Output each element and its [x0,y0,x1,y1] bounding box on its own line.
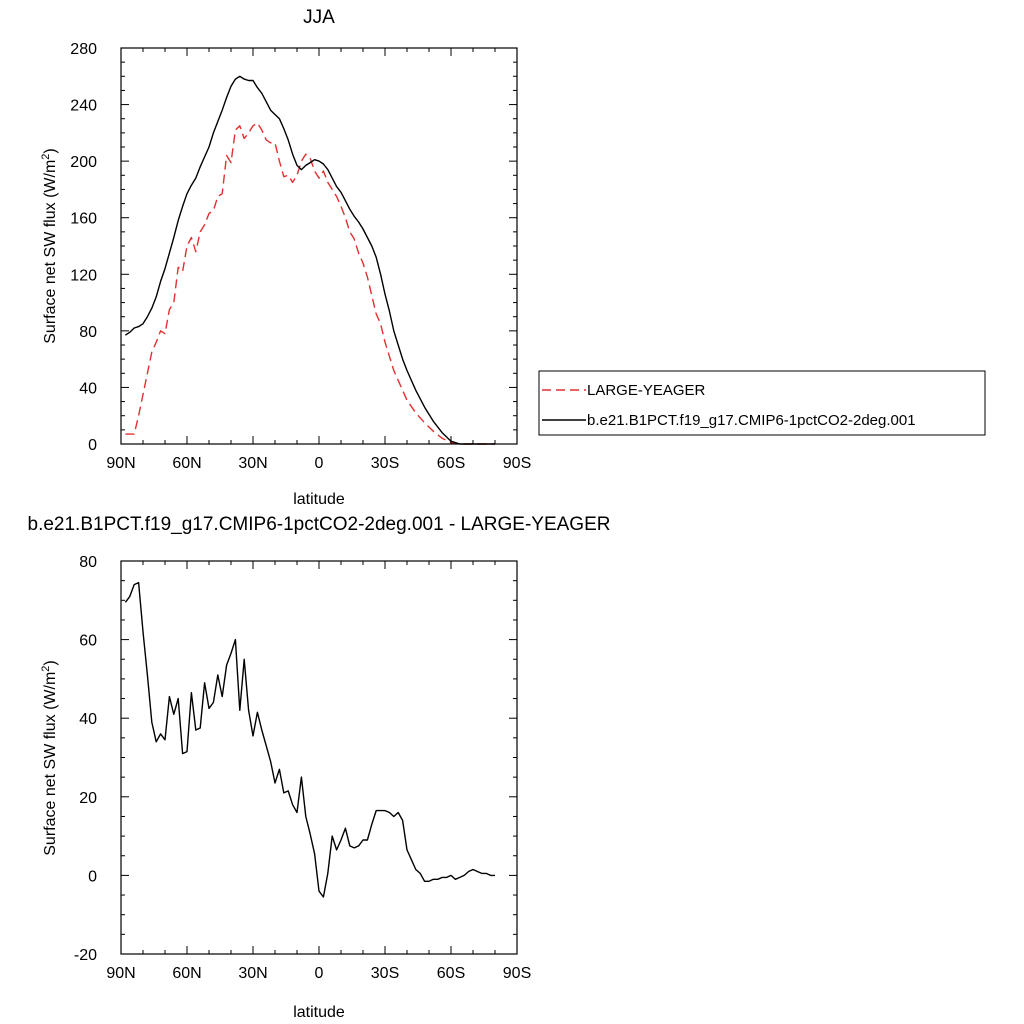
top-x-tick-label: 90N [106,455,135,472]
legend-label-b-e21: b.e21.B1PCT.f19_g17.CMIP6-1pctCO2-2deg.0… [587,412,916,429]
bottom-series-line-1 [124,581,495,898]
top-x-tick-label: 0 [315,455,324,472]
bottom-x-axis-label: latitude [293,1004,345,1021]
bottom-x-tick-label: 0 [315,965,324,982]
bottom-x-tick-label: 90S [503,965,531,982]
top-x-axis-label: latitude [293,491,345,508]
top-x-tick-label: 60S [437,455,465,472]
bottom-y-tick-label: -20 [74,947,97,964]
bottom-plot-frame [120,560,518,955]
top-plot-frame [120,47,518,445]
top-y-tick-label: 0 [88,437,97,454]
legend-label-large-yeager: LARGE-YEAGER [587,382,706,399]
bottom-y-tick-label: 40 [79,711,97,728]
bottom-y-tick-label: 0 [88,868,97,885]
bottom-y-tick-label: 60 [79,633,97,650]
top-y-tick-label: 240 [70,98,97,115]
bottom-y-tick-label: 80 [79,554,97,571]
top-x-tick-label: 30N [238,455,267,472]
legend-box [538,370,986,436]
top-series-layer [125,75,495,445]
bottom-x-tick-label: 30S [371,965,399,982]
top-y-tick-label: 160 [70,211,97,228]
bottom-y-axis-label: Surface net SW flux (W/m2) [40,660,59,856]
top-series-line-1 [125,122,495,445]
top-y-axis-label: Surface net SW flux (W/m2) [40,148,59,344]
bottom-y-tick-label: 20 [79,790,97,807]
top-x-tick-label: 90S [503,455,531,472]
legend: LARGE-YEAGER b.e21.B1PCT.f19_g17.CMIP6-1… [538,370,986,436]
top-y-tick-label: 200 [70,154,97,171]
bottom-x-tick-label: 60S [437,965,465,982]
bottom-axes: 90N 60N 30N 0 30S 60S 90S -20 0 20 40 60 80 [74,554,531,982]
top-y-tick-label: 80 [79,324,97,341]
bottom-panel: b.e21.B1PCT.f19_g17.CMIP6-1pctCO2-2deg.0… [28,514,611,1021]
bottom-x-tick-label: 90N [106,965,135,982]
top-x-tick-label: 30S [371,455,399,472]
top-y-tick-label: 120 [70,267,97,284]
top-series-line-2 [125,75,495,445]
bottom-x-tick-label: 30N [238,965,267,982]
top-panel: JJA 90N 60N 30N 0 30S 60S 90S 0 40 80 120 160 200 240… [40,7,531,508]
top-y-tick-label: 280 [70,41,97,58]
top-axes: 90N 60N 30N 0 30S 60S 90S 0 40 80 120 160 200 240 280 [70,41,531,472]
bottom-series-layer [124,581,495,898]
top-y-tick-label: 40 [79,380,97,397]
top-chart-title: JJA [303,7,335,28]
bottom-x-tick-label: 60N [172,965,201,982]
top-x-tick-label: 60N [172,455,201,472]
bottom-chart-title: b.e21.B1PCT.f19_g17.CMIP6-1pctCO2-2deg.0… [28,514,611,535]
